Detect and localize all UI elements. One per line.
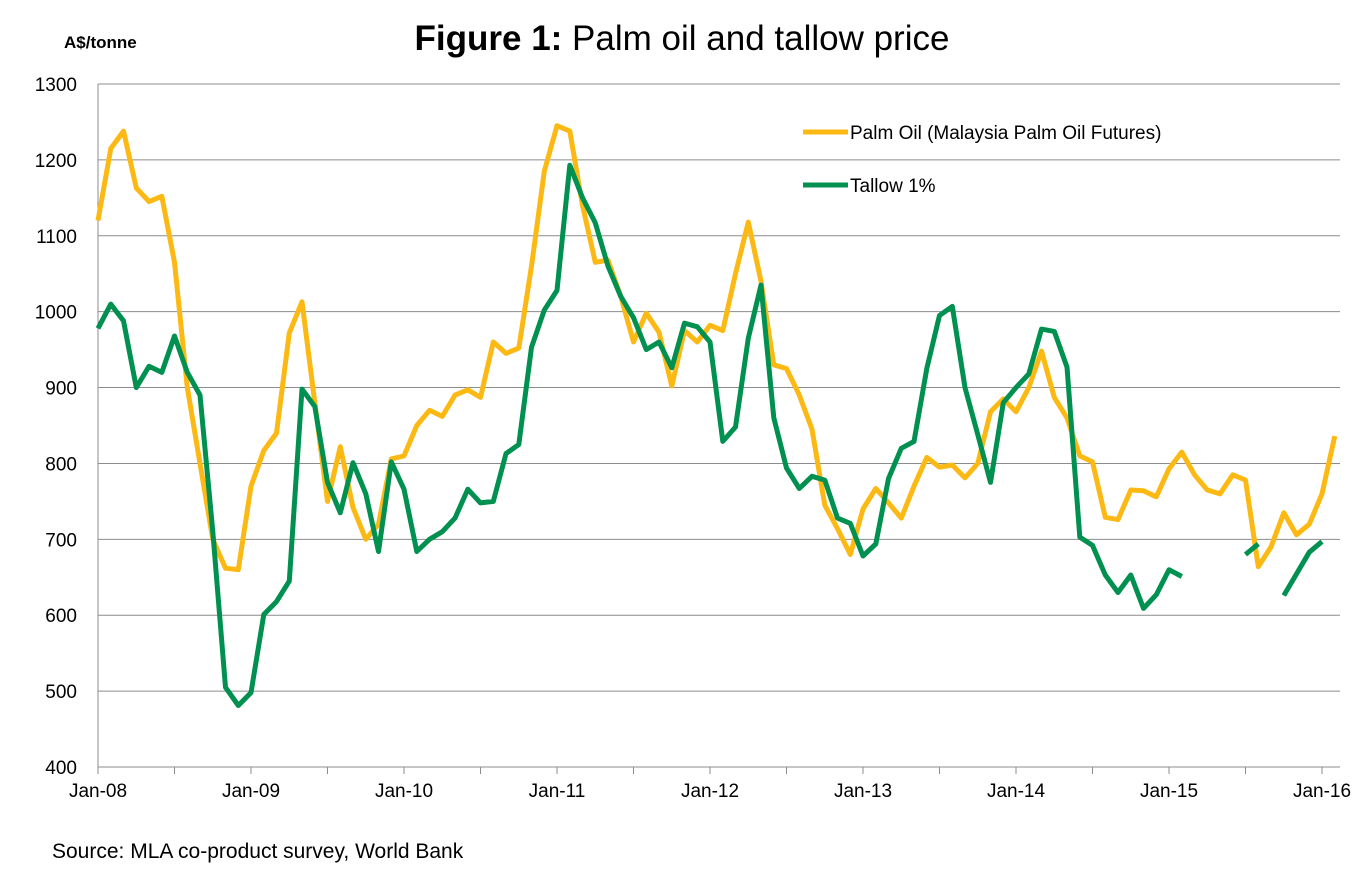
series-line-palm-oil bbox=[95, 123, 1338, 573]
chart-title: Figure 1: Palm oil and tallow price bbox=[415, 19, 950, 58]
y-tick-label: 800 bbox=[45, 454, 77, 475]
y-tick-label: 1000 bbox=[35, 303, 77, 324]
x-tick-label: Jan-14 bbox=[987, 781, 1046, 802]
series-line-tallow bbox=[1243, 541, 1260, 557]
x-tick-label: Jan-08 bbox=[69, 781, 127, 802]
x-tick-label: Jan-09 bbox=[222, 781, 280, 802]
x-tick-label: Jan-11 bbox=[529, 781, 586, 802]
y-tick-label: 500 bbox=[45, 682, 77, 703]
legend-label: Tallow 1% bbox=[850, 176, 936, 197]
source-note: Source: MLA co-product survey, World Ban… bbox=[52, 840, 464, 863]
y-tick-label: 600 bbox=[45, 606, 77, 627]
y-tick-label: 400 bbox=[45, 758, 77, 779]
series-line-tallow bbox=[1281, 539, 1324, 597]
x-tick-label: Jan-15 bbox=[1140, 781, 1198, 802]
y-tick-label: 1200 bbox=[35, 151, 77, 172]
legend: Palm Oil (Malaysia Palm Oil Futures) Tall… bbox=[803, 123, 1161, 197]
chart-title-rest: Palm oil and tallow price bbox=[562, 19, 949, 58]
y-axis-label: A$/tonne bbox=[64, 33, 137, 52]
x-tick-label: Jan-13 bbox=[834, 781, 892, 802]
chart-title-bold: Figure 1: bbox=[415, 19, 563, 58]
x-tick-label: Jan-12 bbox=[681, 781, 739, 802]
legend-label: Palm Oil (Malaysia Palm Oil Futures) bbox=[850, 123, 1161, 144]
x-tick-label: Jan-16 bbox=[1293, 781, 1351, 802]
y-tick-label: 900 bbox=[45, 379, 77, 400]
y-tick-label: 700 bbox=[45, 530, 77, 551]
axes: 400 500 600 700 800 900 1000 1100 1200 1300 Jan-08… bbox=[35, 75, 1351, 802]
x-tick-label: Jan-10 bbox=[375, 781, 433, 802]
y-tick-label: 1300 bbox=[35, 75, 77, 96]
series-line-tallow bbox=[95, 162, 1183, 708]
y-tick-label: 1100 bbox=[36, 227, 77, 248]
series-lines bbox=[95, 123, 1338, 708]
